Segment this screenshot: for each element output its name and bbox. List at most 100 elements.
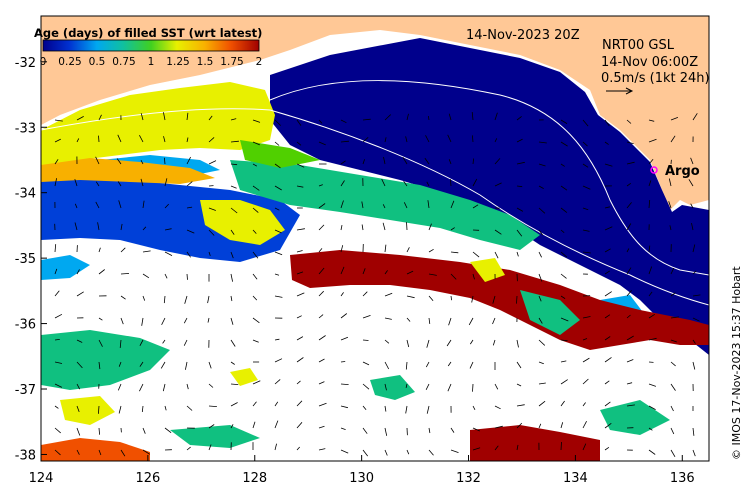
velocity-arrow — [604, 270, 611, 275]
velocity-arrow — [296, 380, 301, 385]
velocity-arrow — [274, 185, 282, 191]
velocity-arrow — [186, 137, 189, 143]
velocity-arrow — [428, 115, 430, 121]
velocity-arrow — [208, 405, 217, 407]
velocity-arrow — [274, 163, 281, 169]
colorbar-ticks: 0 0.25 0.5 0.75 1 1.25 1.5 1.75 2 — [40, 56, 263, 68]
argo-label: Argo — [665, 164, 700, 179]
velocity-arrow — [230, 424, 234, 429]
velocity-arrow — [560, 317, 569, 322]
velocity-arrow — [406, 270, 414, 275]
velocity-arrow — [54, 361, 63, 364]
velocity-arrow — [450, 227, 455, 231]
velocity-arrow — [186, 229, 195, 234]
velocity-arrow — [186, 251, 191, 258]
velocity-arrow — [340, 405, 348, 409]
velocity-arrow — [582, 119, 589, 127]
velocity-arrow — [54, 339, 60, 341]
velocity-arrow — [450, 273, 457, 280]
velocity-arrow — [186, 206, 193, 209]
sst-region-age-1-25-e — [470, 258, 505, 282]
velocity-arrow — [604, 336, 611, 341]
velocity-arrow — [494, 251, 499, 259]
velocity-arrow — [626, 314, 631, 319]
velocity-arrow — [692, 449, 696, 457]
velocity-arrow — [296, 422, 303, 429]
velocity-arrow — [142, 250, 151, 253]
velocity-arrow — [692, 244, 696, 253]
velocity-arrow — [252, 251, 259, 259]
velocity-arrow — [472, 447, 481, 451]
velocity-arrow — [538, 141, 547, 144]
velocity-arrow — [538, 423, 542, 429]
velocity-arrow — [252, 163, 257, 167]
velocity-arrow — [118, 361, 122, 367]
velocity-arrow — [183, 317, 188, 324]
velocity-arrow — [362, 361, 370, 366]
velocity-arrow — [538, 382, 546, 385]
velocity-arrow — [252, 207, 259, 213]
velocity-arrow — [54, 159, 59, 165]
velocity-arrow — [692, 113, 698, 121]
velocity-arrow — [604, 401, 611, 407]
velocity-arrow — [186, 383, 189, 390]
velocity-arrow — [428, 223, 432, 231]
velocity-arrow — [274, 273, 280, 276]
velocity-arrow — [98, 405, 100, 414]
velocity-arrow — [208, 115, 213, 121]
sst-region-age-1-5 — [41, 158, 215, 184]
velocity-arrow — [560, 251, 568, 258]
velocity-arrow — [230, 317, 234, 325]
velocity-arrow — [648, 337, 657, 341]
velocity-arrow — [494, 229, 502, 235]
velocity-arrow — [648, 266, 653, 275]
velocity-arrow — [98, 317, 103, 321]
velocity-arrow — [604, 226, 613, 231]
velocity-arrow — [340, 160, 346, 165]
velocity-arrow — [560, 207, 568, 213]
velocity-arrow — [252, 141, 260, 146]
velocity-arrow — [162, 339, 166, 344]
velocity-arrow — [406, 295, 415, 299]
velocity-arrow — [362, 383, 370, 390]
velocity-arrow — [494, 383, 499, 390]
velocity-arrow — [361, 224, 364, 231]
velocity-arrow — [230, 295, 233, 302]
velocity-arrow — [669, 225, 672, 231]
velocity-arrow — [425, 383, 430, 390]
velocity-arrow — [252, 295, 258, 301]
velocity-arrow — [296, 292, 305, 297]
velocity-arrow — [76, 339, 83, 343]
velocity-arrow — [230, 118, 237, 121]
velocity-arrow — [670, 267, 675, 275]
velocity-arrow — [208, 160, 217, 165]
velocity-arrow — [384, 317, 392, 320]
velocity-arrow — [274, 141, 280, 146]
velocity-arrow — [164, 251, 173, 256]
velocity-arrow — [690, 157, 694, 165]
velocity-arrow — [472, 383, 474, 392]
velocity-arrow — [230, 339, 236, 347]
velocity-arrow — [186, 112, 189, 121]
velocity-arrow — [119, 339, 122, 348]
velocity-arrow — [538, 400, 546, 407]
velocity-arrow — [690, 203, 694, 209]
velocity-arrow — [494, 158, 501, 165]
velocity-arrow — [362, 339, 369, 341]
velocity-arrow — [472, 251, 480, 258]
velocity-arrow — [447, 383, 452, 392]
velocity-arrow — [296, 185, 304, 188]
x-tick-label: 134 — [563, 471, 588, 486]
velocity-arrow — [670, 383, 676, 391]
velocity-arrow — [274, 251, 283, 256]
velocity-arrow — [340, 449, 349, 454]
velocity-arrow — [447, 134, 452, 143]
colorbar-tick-label: 0.75 — [112, 56, 135, 68]
plot-frame — [40, 15, 710, 462]
velocity-arrow — [626, 202, 632, 209]
sst-region-age-0-75-e — [600, 400, 670, 435]
velocity-arrow — [207, 295, 210, 304]
velocity-arrow — [626, 335, 634, 341]
velocity-arrow — [450, 449, 459, 453]
